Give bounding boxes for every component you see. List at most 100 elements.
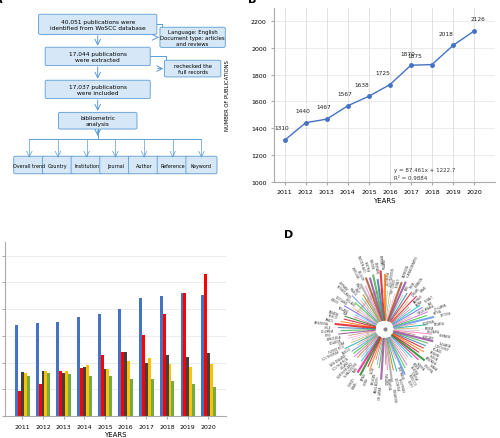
Text: PAKISTAN: PAKISTAN	[371, 371, 378, 384]
Text: D: D	[284, 230, 293, 239]
Text: POLAND: POLAND	[431, 346, 442, 354]
Text: 2018: 2018	[438, 32, 454, 37]
Text: A: A	[0, 0, 2, 5]
Bar	[118, 309, 122, 416]
X-axis label: YEARS: YEARS	[374, 198, 396, 204]
Text: NETHERLANDS: NETHERLANDS	[335, 284, 351, 300]
Text: PORTUGAL: PORTUGAL	[350, 266, 360, 280]
Bar	[26, 376, 30, 416]
Text: REP CONGO: REP CONGO	[390, 278, 398, 293]
Text: 1725: 1725	[376, 71, 390, 76]
Text: NORTH IRELAND: NORTH IRELAND	[337, 361, 354, 379]
Text: THAILAND: THAILAND	[382, 371, 386, 384]
Text: MOROCCO: MOROCCO	[406, 373, 416, 386]
Text: QATAR: QATAR	[415, 298, 424, 307]
Bar	[201, 296, 204, 416]
Bar	[80, 368, 83, 416]
Text: ARGENTINA: ARGENTINA	[314, 320, 329, 325]
Text: Reference: Reference	[160, 163, 185, 168]
FancyBboxPatch shape	[128, 157, 160, 174]
Bar	[77, 318, 80, 416]
Text: UAE: UAE	[427, 300, 434, 306]
Bar	[106, 369, 110, 416]
FancyBboxPatch shape	[100, 157, 131, 174]
Text: WALES: WALES	[330, 297, 339, 304]
Text: TURKEY: TURKEY	[348, 377, 356, 387]
Bar	[88, 377, 92, 416]
Text: SPAIN: SPAIN	[354, 282, 361, 290]
Text: SLOVAKIA: SLOVAKIA	[438, 341, 452, 348]
Text: 1310: 1310	[274, 126, 289, 131]
Text: LITHUANIA: LITHUANIA	[434, 303, 448, 311]
Text: Language: English
Document type: articles
and reviews: Language: English Document type: article…	[160, 30, 225, 46]
Text: SAUDI ARABIA: SAUDI ARABIA	[416, 304, 434, 315]
FancyBboxPatch shape	[157, 157, 188, 174]
Text: UKRAINE: UKRAINE	[428, 350, 440, 358]
Text: ICELAND: ICELAND	[340, 360, 350, 370]
Text: 1467: 1467	[316, 105, 332, 110]
Text: INDONESIA: INDONESIA	[386, 270, 391, 284]
Text: PUERTO RICO: PUERTO RICO	[328, 344, 345, 353]
Text: Institution: Institution	[74, 163, 99, 168]
Bar	[148, 358, 150, 416]
Text: R² = 0.9884: R² = 0.9884	[394, 176, 428, 180]
Bar	[68, 374, 71, 416]
Bar	[18, 391, 21, 416]
Bar	[83, 367, 86, 416]
Text: NEW ZEALAND: NEW ZEALAND	[330, 353, 347, 367]
Bar	[142, 335, 145, 416]
Bar	[189, 367, 192, 416]
Text: PERU: PERU	[325, 333, 332, 338]
Text: SINGAPORE: SINGAPORE	[391, 388, 397, 403]
Text: ESTONIA: ESTONIA	[440, 311, 451, 318]
Text: ROMANIA: ROMANIA	[438, 333, 450, 338]
Text: 1638: 1638	[354, 82, 370, 87]
Text: MEXICO: MEXICO	[328, 313, 338, 320]
Text: AUSTRIA: AUSTRIA	[363, 261, 370, 273]
Bar	[186, 357, 189, 416]
FancyBboxPatch shape	[45, 48, 150, 67]
X-axis label: YEARS: YEARS	[104, 431, 126, 438]
Text: y = 87.461x + 1222.7: y = 87.461x + 1222.7	[394, 167, 456, 173]
Text: EGYPT: EGYPT	[406, 379, 412, 388]
Text: GREECE: GREECE	[342, 347, 352, 355]
Text: CZECH REP: CZECH REP	[434, 343, 448, 352]
Text: COLOMBIA: COLOMBIA	[321, 329, 334, 334]
Text: BAHRAIN: BAHRAIN	[413, 294, 424, 304]
Bar	[145, 363, 148, 416]
Text: IRELAND: IRELAND	[338, 305, 349, 314]
Text: SYRIA: SYRIA	[409, 280, 416, 289]
Text: ISRAEL: ISRAEL	[352, 380, 359, 390]
Bar	[124, 352, 127, 416]
Bar	[86, 365, 88, 416]
Bar	[62, 373, 65, 416]
Bar	[100, 355, 103, 416]
Text: HUNGARY: HUNGARY	[422, 334, 434, 340]
Bar	[38, 384, 42, 416]
Text: INDIA: INDIA	[370, 366, 376, 374]
Bar	[110, 376, 112, 416]
Text: KENYA: KENYA	[411, 361, 420, 370]
Text: CHINA: CHINA	[362, 376, 369, 385]
Text: LEBANON: LEBANON	[414, 276, 424, 288]
Bar	[127, 361, 130, 416]
Bar	[192, 384, 195, 416]
Text: IRAQ: IRAQ	[404, 283, 410, 290]
Bar	[168, 364, 172, 416]
Text: SWITZERLAND: SWITZERLAND	[356, 254, 366, 273]
Text: 2126: 2126	[471, 17, 486, 22]
Text: 1440: 1440	[296, 109, 310, 114]
Text: RUSSIA: RUSSIA	[428, 353, 439, 362]
Text: MALAYSIA: MALAYSIA	[386, 377, 391, 389]
Text: LATVIA: LATVIA	[432, 309, 442, 316]
Bar	[24, 374, 26, 416]
Bar	[160, 296, 162, 416]
Text: KUWAIT: KUWAIT	[395, 277, 402, 287]
FancyBboxPatch shape	[14, 157, 45, 174]
Bar	[150, 379, 154, 416]
Text: IRAN: IRAN	[352, 366, 359, 373]
Text: OMAN: OMAN	[420, 285, 428, 293]
FancyBboxPatch shape	[38, 15, 157, 35]
Text: PHILIPPINES: PHILIPPINES	[396, 378, 404, 393]
Text: Overall trend: Overall trend	[13, 163, 46, 168]
